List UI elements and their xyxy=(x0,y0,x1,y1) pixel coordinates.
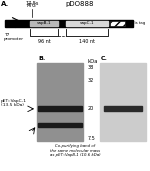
Bar xyxy=(37,63,83,141)
Bar xyxy=(100,63,146,141)
Text: kDa: kDa xyxy=(87,59,97,64)
Text: 38: 38 xyxy=(88,65,94,70)
Bar xyxy=(110,21,125,26)
Bar xyxy=(5,20,15,27)
Text: C.: C. xyxy=(101,56,108,61)
Bar xyxy=(38,106,82,111)
Text: 17.5s: 17.5s xyxy=(25,1,39,6)
Text: 32: 32 xyxy=(88,78,94,83)
Bar xyxy=(38,123,82,127)
Bar xyxy=(104,106,142,111)
Text: Co-purifying band of
the same molecular mass
as pET::VapB-1 (10.6 kDa): Co-purifying band of the same molecular … xyxy=(50,144,100,157)
Text: pET::VapC-1
(13.5 kDa): pET::VapC-1 (13.5 kDa) xyxy=(1,99,27,107)
Text: ATG: ATG xyxy=(27,3,37,8)
Text: 7.5: 7.5 xyxy=(88,136,96,141)
Text: T7
promoter: T7 promoter xyxy=(4,33,24,41)
Bar xyxy=(15,20,133,27)
Text: A.: A. xyxy=(1,1,9,7)
Text: 20: 20 xyxy=(88,106,94,111)
Text: vapC-1: vapC-1 xyxy=(80,21,94,25)
Text: pDO888: pDO888 xyxy=(66,1,94,7)
Text: 96 nt: 96 nt xyxy=(38,39,50,44)
Text: 140 nt: 140 nt xyxy=(79,39,95,44)
Text: 6xHis tag: 6xHis tag xyxy=(127,21,145,25)
Text: B.: B. xyxy=(38,56,45,61)
Text: vapB-1: vapB-1 xyxy=(37,21,51,25)
Bar xyxy=(30,21,58,26)
Bar xyxy=(66,21,108,26)
